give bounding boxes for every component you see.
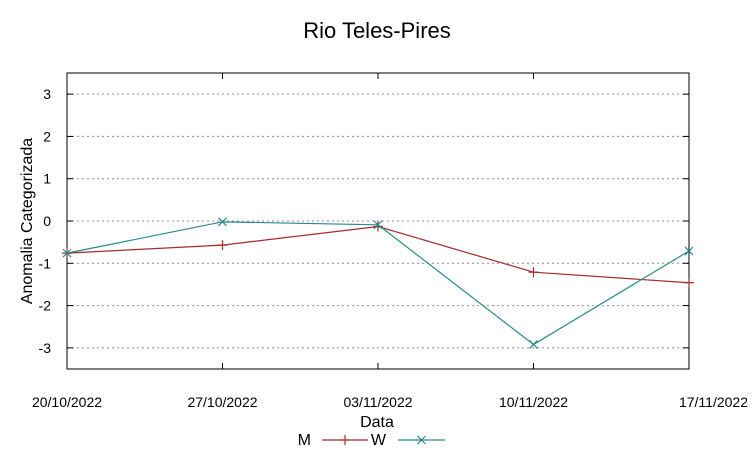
y-tick-label: 1 [43,171,51,187]
data-point-M [217,240,228,251]
grid-lines [67,93,689,349]
data-point-W [62,248,72,258]
legend-label: M [298,432,311,449]
data-point-M [684,277,694,288]
x-tick-label: 03/11/2022 [343,394,412,410]
y-tick-label: 3 [43,86,51,102]
x-tick-label: 17/11/2022 [679,394,748,410]
series-lines [62,217,694,349]
series-W [62,217,694,349]
data-point-M [373,221,383,232]
legend-label: W [371,432,387,449]
x-tick-label: 10/11/2022 [499,394,568,410]
y-tick-label: -3 [39,340,52,356]
data-point-W [529,340,538,349]
x-axis-title: Data [360,414,394,431]
y-axis-title: Anomalia Categorizada [19,138,36,304]
data-point-W [373,220,383,230]
y-tick-label: 0 [43,213,51,229]
data-point-W [684,246,694,256]
legend-item-W: W [371,432,445,449]
data-point-W [218,217,227,227]
legend-marker [340,435,350,445]
chart-title: Rio Teles-Pires [303,18,451,43]
y-tick-label: 2 [43,128,51,144]
legend-item-M: M [298,432,368,449]
x-tick-label: 27/10/2022 [187,394,257,410]
series-M [62,221,694,288]
axis-ticks: 3 2 1 0 -1 -2 -3 20/10/2022 27/10/2022 03/11/2022… [32,73,748,410]
series-line-W [66,221,690,346]
data-point-M [528,267,539,278]
x-tick-label: 20/10/2022 [32,394,102,410]
y-tick-label: -2 [39,298,52,314]
legend-marker [417,435,426,445]
y-tick-label: -1 [39,255,52,271]
